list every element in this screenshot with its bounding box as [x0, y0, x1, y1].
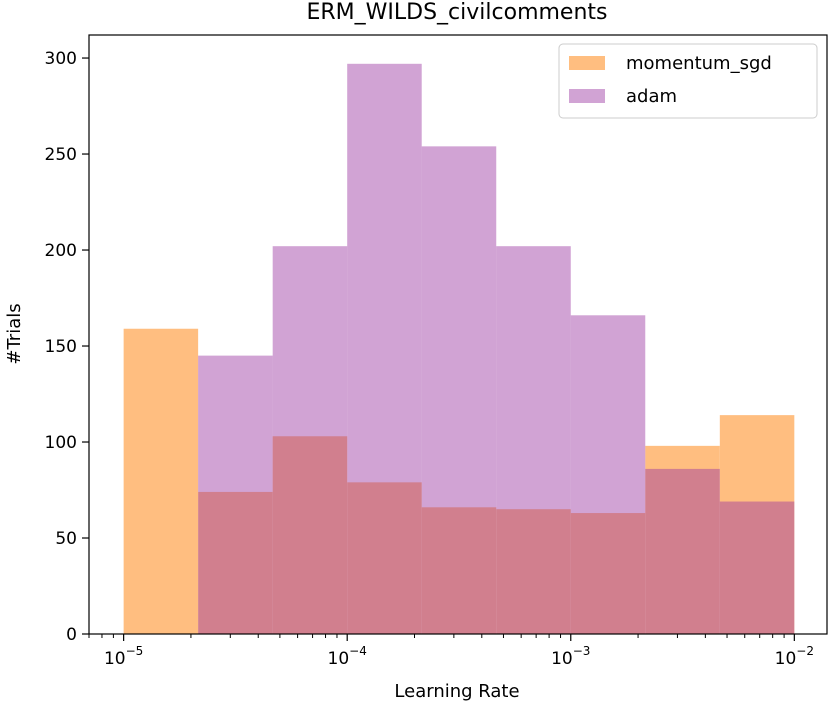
bar-adam-bin-1: [198, 355, 273, 634]
x-axis-title: Learning Rate: [394, 681, 519, 702]
bar-adam-bin-6: [570, 315, 646, 634]
bar-momentum-sgd-bin-6: [570, 513, 646, 634]
bar-momentum-sgd-bin-8: [719, 415, 795, 634]
bar-momentum-sgd-bin-5: [496, 509, 571, 634]
y-axis-title: #Trials: [4, 303, 25, 364]
bar-momentum-sgd-bin-1: [198, 491, 273, 634]
x-tick-label-0: 10−5: [104, 644, 143, 669]
x-tick-label-1: 10−4: [328, 644, 367, 669]
y-tick-label-5: 250: [45, 145, 77, 165]
bar-momentum-sgd-bin-0: [123, 328, 199, 634]
y-tick-label-2: 100: [45, 433, 77, 453]
legend: momentum_sgd adam: [558, 43, 818, 119]
y-tick-label-6: 300: [45, 49, 77, 69]
bar-adam-bin-3: [347, 63, 422, 634]
legend-box: [558, 43, 818, 119]
bar-momentum-sgd-bin-3: [347, 482, 422, 634]
bars-layer: [123, 63, 795, 634]
bar-adam-bin-2: [272, 246, 348, 634]
y-tick-label-1: 50: [55, 529, 77, 549]
bar-adam-bin-8: [719, 501, 795, 634]
plot-area-frame: [88, 34, 828, 635]
x-axis: 10−5 10−4 10−3 10−2: [88, 634, 814, 669]
chart-title: ERM_WILDS_civilcomments: [306, 0, 607, 25]
y-axis: 0 50 100 150 200 250 300: [45, 49, 89, 645]
legend-swatch-momentum-sgd: [569, 56, 605, 70]
bar-adam-bin-4: [421, 146, 497, 634]
bar-momentum-sgd-bin-2: [272, 436, 348, 634]
bar-momentum-sgd-bin-4: [421, 507, 497, 634]
legend-swatch-adam: [569, 89, 605, 103]
x-tick-label-2: 10−3: [551, 644, 590, 669]
bar-adam-bin-7: [645, 468, 720, 634]
y-tick-label-3: 150: [45, 337, 77, 357]
bar-momentum-sgd-bin-7: [645, 445, 720, 634]
legend-label-momentum-sgd: momentum_sgd: [626, 53, 772, 74]
legend-label-adam: adam: [626, 86, 677, 107]
x-tick-label-3: 10−2: [775, 644, 814, 669]
y-tick-label-0: 0: [66, 625, 77, 645]
y-tick-label-4: 200: [45, 241, 77, 261]
bar-adam-bin-5: [496, 246, 571, 634]
